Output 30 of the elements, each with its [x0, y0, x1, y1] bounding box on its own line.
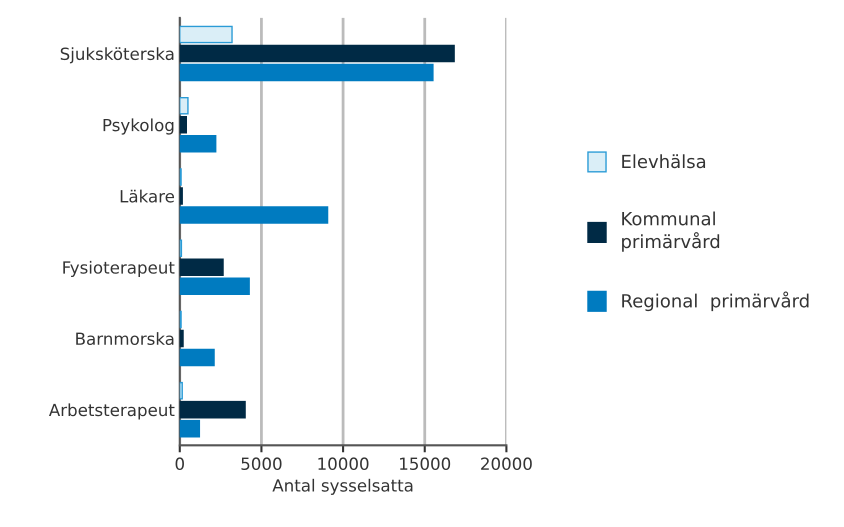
bar: [180, 26, 233, 44]
bar: [180, 64, 434, 82]
bar: [180, 44, 455, 62]
x-tick-label: 20000: [481, 457, 532, 470]
bar: [180, 258, 224, 276]
bar: [180, 97, 189, 115]
x-tick-label: 15000: [400, 457, 450, 470]
legend-label: Regional primärvård: [622, 292, 808, 312]
bar: [180, 187, 183, 205]
bar: [180, 382, 183, 400]
x-tick-label: 5000: [242, 457, 282, 470]
y-tick-label: Sjuksköterska: [60, 47, 174, 64]
bar: [180, 116, 187, 134]
bar: [180, 348, 215, 366]
x-tick-label: 10000: [318, 457, 368, 470]
x-tick-label: 0: [176, 457, 184, 470]
y-tick-label: Arbetsterapeut: [48, 403, 175, 420]
legend-label: Kommunal primärvård: [622, 211, 720, 252]
bar: [180, 330, 184, 348]
y-tick-label: Psykolog: [104, 118, 174, 135]
bar: [180, 134, 216, 153]
y-tick-label: Barnmorska: [76, 332, 174, 346]
y-tick-label: Fysioterapeut: [63, 260, 175, 278]
bar: [180, 400, 246, 418]
bar: [180, 420, 200, 438]
bar: [180, 206, 328, 224]
x-axis-title: Antal sysselsatta: [272, 478, 412, 495]
y-tick-label: Läkare: [120, 190, 174, 203]
legend-label: Elevhälsa: [622, 154, 706, 168]
bar: [180, 277, 250, 295]
